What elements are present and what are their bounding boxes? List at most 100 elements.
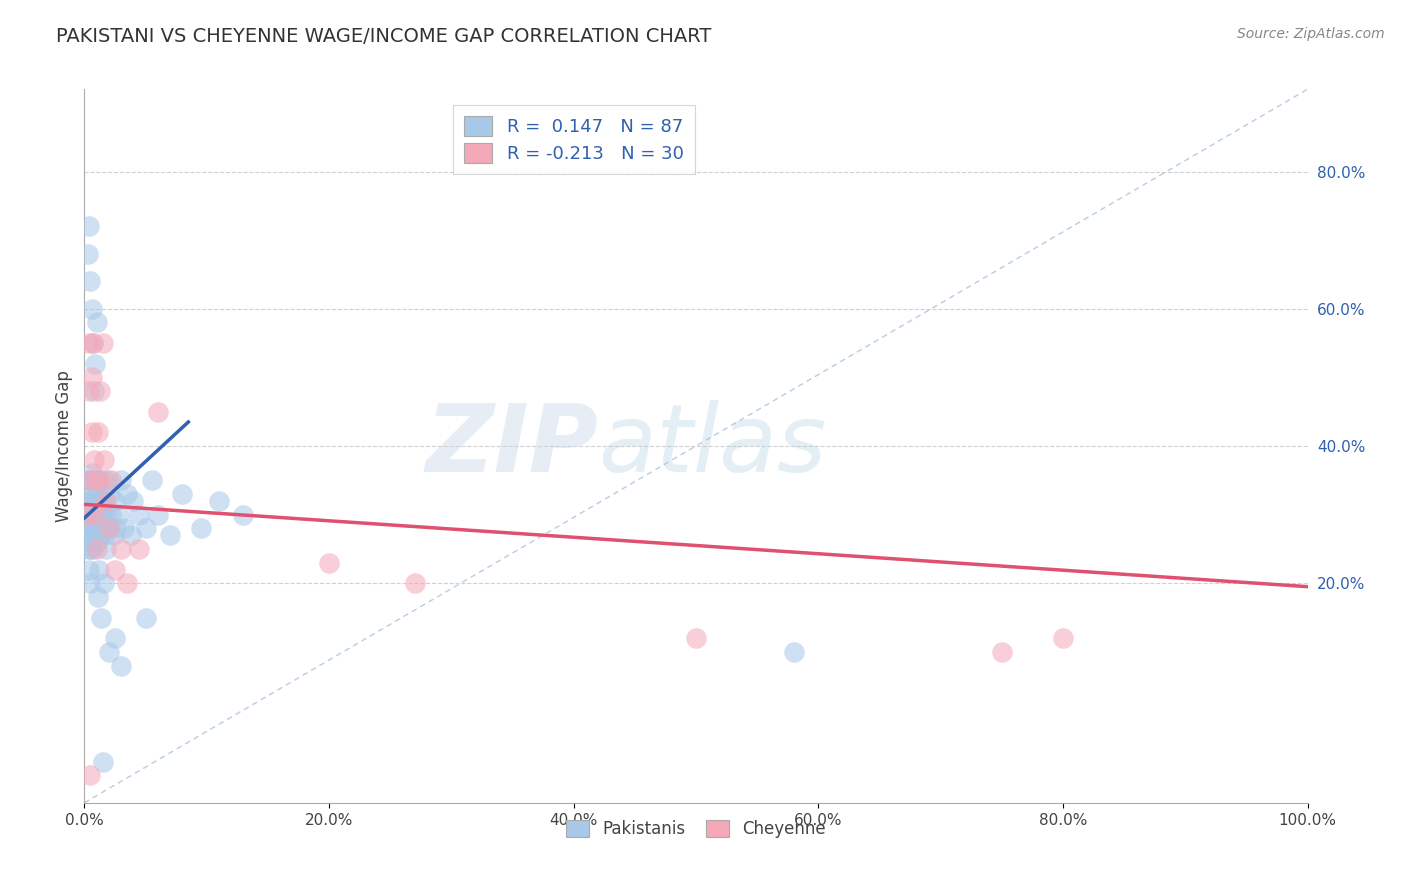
Point bbox=[89, 494, 111, 508]
Point bbox=[82, 541, 104, 556]
Y-axis label: Wage/Income Gap: Wage/Income Gap bbox=[55, 370, 73, 522]
Point bbox=[77, 247, 100, 261]
Point bbox=[80, 508, 103, 522]
Point bbox=[110, 541, 132, 556]
Point bbox=[80, 535, 103, 549]
Point bbox=[79, 521, 101, 535]
Point bbox=[93, 452, 115, 467]
Point bbox=[82, 336, 104, 351]
Point bbox=[97, 521, 120, 535]
Point bbox=[80, 370, 103, 384]
Point bbox=[82, 521, 104, 535]
Point bbox=[128, 541, 150, 556]
Point bbox=[83, 473, 105, 487]
Point bbox=[91, 508, 114, 522]
Point bbox=[115, 576, 138, 591]
Point bbox=[77, 541, 100, 556]
Point bbox=[86, 521, 108, 535]
Point bbox=[80, 467, 103, 481]
Point bbox=[104, 494, 127, 508]
Point bbox=[79, 473, 101, 487]
Text: atlas: atlas bbox=[598, 401, 827, 491]
Point bbox=[98, 487, 121, 501]
Point bbox=[90, 508, 112, 522]
Point bbox=[97, 473, 120, 487]
Point bbox=[89, 528, 111, 542]
Point bbox=[146, 508, 169, 522]
Point bbox=[87, 562, 110, 576]
Point bbox=[93, 576, 115, 591]
Point bbox=[87, 590, 110, 604]
Point bbox=[86, 515, 108, 529]
Point bbox=[83, 384, 105, 398]
Point bbox=[86, 473, 108, 487]
Point bbox=[86, 535, 108, 549]
Point bbox=[79, 274, 101, 288]
Point bbox=[84, 508, 107, 522]
Point bbox=[159, 528, 181, 542]
Point bbox=[120, 528, 142, 542]
Point bbox=[79, 541, 101, 556]
Point bbox=[77, 384, 100, 398]
Point bbox=[86, 316, 108, 330]
Point bbox=[404, 576, 426, 591]
Point bbox=[104, 631, 127, 645]
Point bbox=[87, 508, 110, 522]
Point bbox=[86, 473, 108, 487]
Point bbox=[84, 521, 107, 535]
Point bbox=[94, 528, 117, 542]
Point bbox=[87, 521, 110, 535]
Point bbox=[97, 521, 120, 535]
Point bbox=[96, 508, 118, 522]
Point bbox=[146, 405, 169, 419]
Point bbox=[96, 541, 118, 556]
Point bbox=[80, 425, 103, 440]
Point bbox=[84, 487, 107, 501]
Point bbox=[87, 473, 110, 487]
Point bbox=[100, 473, 122, 487]
Point bbox=[93, 494, 115, 508]
Point bbox=[685, 631, 707, 645]
Point bbox=[87, 487, 110, 501]
Point bbox=[79, 768, 101, 782]
Point bbox=[91, 473, 114, 487]
Point bbox=[82, 336, 104, 351]
Point bbox=[83, 508, 105, 522]
Point bbox=[115, 487, 138, 501]
Point bbox=[122, 494, 145, 508]
Point bbox=[141, 473, 163, 487]
Point bbox=[128, 508, 150, 522]
Point bbox=[190, 521, 212, 535]
Point bbox=[91, 755, 114, 769]
Point bbox=[89, 384, 111, 398]
Point bbox=[77, 508, 100, 522]
Point bbox=[110, 473, 132, 487]
Point bbox=[91, 336, 114, 351]
Legend: Pakistanis, Cheyenne: Pakistanis, Cheyenne bbox=[560, 813, 832, 845]
Point bbox=[232, 508, 254, 522]
Point bbox=[77, 494, 100, 508]
Point bbox=[172, 487, 194, 501]
Point bbox=[87, 425, 110, 440]
Point bbox=[135, 610, 157, 624]
Point bbox=[97, 645, 120, 659]
Point bbox=[103, 528, 125, 542]
Point bbox=[100, 508, 122, 522]
Point bbox=[84, 357, 107, 371]
Point bbox=[84, 508, 107, 522]
Point bbox=[77, 473, 100, 487]
Point bbox=[82, 487, 104, 501]
Text: PAKISTANI VS CHEYENNE WAGE/INCOME GAP CORRELATION CHART: PAKISTANI VS CHEYENNE WAGE/INCOME GAP CO… bbox=[56, 27, 711, 45]
Point bbox=[79, 576, 101, 591]
Point bbox=[991, 645, 1014, 659]
Point bbox=[86, 541, 108, 556]
Point bbox=[104, 562, 127, 576]
Point bbox=[318, 556, 340, 570]
Point bbox=[110, 658, 132, 673]
Point bbox=[105, 521, 128, 535]
Point bbox=[82, 508, 104, 522]
Point bbox=[83, 528, 105, 542]
Point bbox=[112, 521, 135, 535]
Point bbox=[1052, 631, 1074, 645]
Point bbox=[80, 494, 103, 508]
